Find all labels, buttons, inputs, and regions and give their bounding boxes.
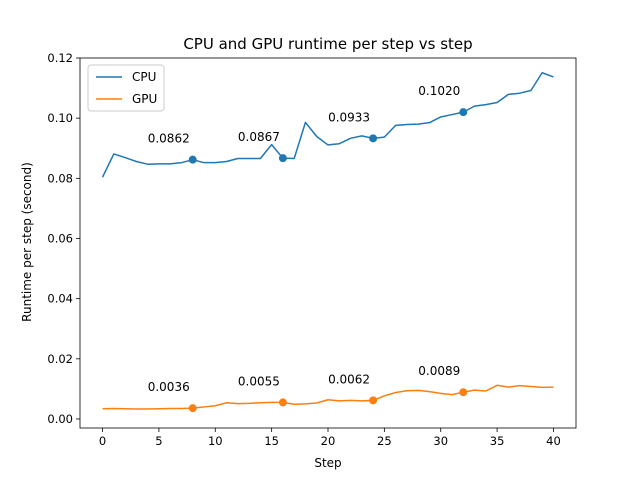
y-tick-label: 0.02 (47, 352, 73, 366)
data-label-gpu: 0.0089 (418, 364, 460, 378)
data-label-cpu: 0.0933 (328, 110, 370, 124)
data-label-cpu: 0.1020 (418, 84, 460, 98)
y-tick-label: 0.08 (47, 171, 73, 185)
marker-gpu (278, 398, 287, 407)
marker-gpu (188, 404, 197, 413)
y-tick-label: 0.12 (47, 51, 73, 65)
x-tick-label: 20 (321, 434, 336, 448)
marker-gpu (459, 388, 468, 397)
x-tick-label: 15 (264, 434, 279, 448)
legend-label-gpu: GPU (132, 92, 157, 106)
axes-frame (79, 57, 577, 429)
data-label-cpu: 0.0862 (148, 132, 190, 146)
series-line-cpu (101, 71, 554, 178)
y-tick-label: 0.06 (47, 231, 73, 245)
data-label-gpu: 0.0055 (238, 374, 280, 388)
y-tick-label: 0.10 (47, 111, 73, 125)
chart-title: CPU and GPU runtime per step vs step (183, 35, 472, 53)
y-tick-label: 0.00 (47, 412, 73, 426)
data-label-gpu: 0.0036 (148, 380, 190, 394)
x-tick-label: 30 (433, 434, 448, 448)
data-label-cpu: 0.0867 (238, 130, 280, 144)
marker-cpu (369, 134, 378, 143)
marker-cpu (278, 154, 287, 163)
x-tick-label: 40 (546, 434, 561, 448)
x-tick-label: 0 (99, 434, 106, 448)
x-tick-label: 10 (208, 434, 223, 448)
x-axis-label: Step (314, 456, 341, 470)
marker-cpu (459, 108, 468, 117)
plot-area: 0 5 10 15 20 25 30 35 40 0.00 0.02 0.04 0.06 0.08 0.10… (47, 51, 577, 448)
marker-cpu (188, 155, 197, 164)
x-tick-label: 5 (155, 434, 162, 448)
x-tick-label: 35 (490, 434, 505, 448)
series-line-gpu (102, 384, 554, 410)
legend: CPU GPU (87, 64, 165, 112)
y-axis-label: Runtime per step (second) (20, 162, 34, 322)
data-label-gpu: 0.0062 (328, 372, 370, 386)
x-tick-label: 25 (377, 434, 392, 448)
marker-gpu (369, 396, 378, 405)
y-tick-label: 0.04 (47, 292, 73, 306)
legend-label-cpu: CPU (132, 70, 156, 84)
